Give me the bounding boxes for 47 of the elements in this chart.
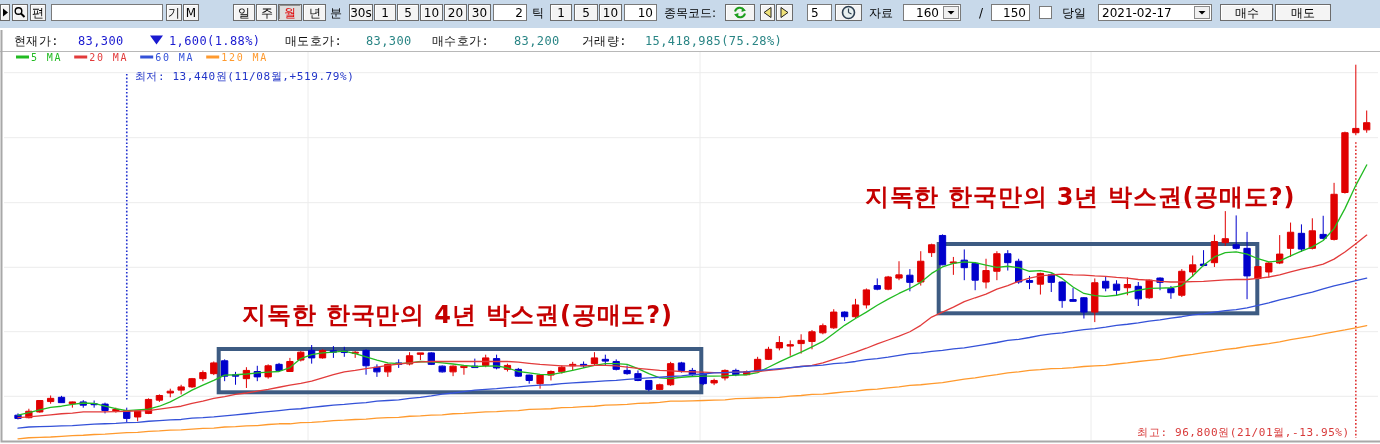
text: 자료: [869, 5, 893, 20]
legend-label: 120 MA: [221, 51, 269, 63]
button: 기: [166, 4, 182, 21]
button: 일: [233, 4, 255, 21]
annotation: 지독한 한국만의 4년 박스권(공매도?): [242, 301, 673, 329]
button: M: [183, 4, 199, 21]
text: 현재가:: [14, 33, 59, 48]
text: 83,300: [366, 33, 412, 48]
annotation: 지독한 한국만의 3년 박스권(공매도?): [864, 183, 1296, 211]
text: 1,600(1.88%): [169, 33, 261, 48]
text: 15,418,985(75.28%): [645, 33, 783, 48]
legend-label: 20 MA: [89, 51, 129, 63]
text: 83,300: [78, 33, 124, 48]
button: 20: [444, 4, 467, 21]
button: 주: [256, 4, 277, 21]
text-field: 2: [493, 4, 527, 21]
button: 1: [550, 4, 572, 21]
text: 분: [330, 5, 342, 20]
button: 1: [374, 4, 396, 21]
text: 당일: [1062, 5, 1086, 20]
text: 종목코드:: [664, 5, 717, 20]
button: 매수: [1220, 4, 1273, 21]
legend-label: 60 MA: [155, 51, 195, 63]
text: 틱: [532, 5, 544, 20]
text: 83,200: [514, 33, 560, 48]
legend-label: 5 MA: [31, 51, 63, 63]
dropdown: 160: [903, 4, 961, 21]
button: 5: [574, 4, 598, 21]
text-field: 10: [624, 4, 657, 21]
text: 최고: 96,800원(21/01월,-13.95%): [1137, 426, 1350, 439]
text: 거래량:: [582, 33, 627, 48]
text: /: [978, 5, 984, 20]
annotation: 최저: 13,440원(11/08월,+519.79%): [134, 70, 355, 83]
button: 30s: [349, 4, 373, 21]
button: 편: [30, 4, 46, 21]
text-field: 150: [991, 4, 1030, 21]
button: 30: [468, 4, 491, 21]
text: 매도호가:: [285, 33, 343, 48]
button: 월: [278, 4, 302, 21]
text-field: 5: [807, 4, 832, 21]
dropdown: 2021-02-17: [1098, 4, 1212, 21]
button: 10: [599, 4, 622, 21]
button: 매도: [1275, 4, 1331, 21]
button: 5: [397, 4, 419, 21]
button: 년: [303, 4, 326, 21]
button: 10: [420, 4, 443, 21]
text: 매수호가:: [432, 33, 490, 48]
